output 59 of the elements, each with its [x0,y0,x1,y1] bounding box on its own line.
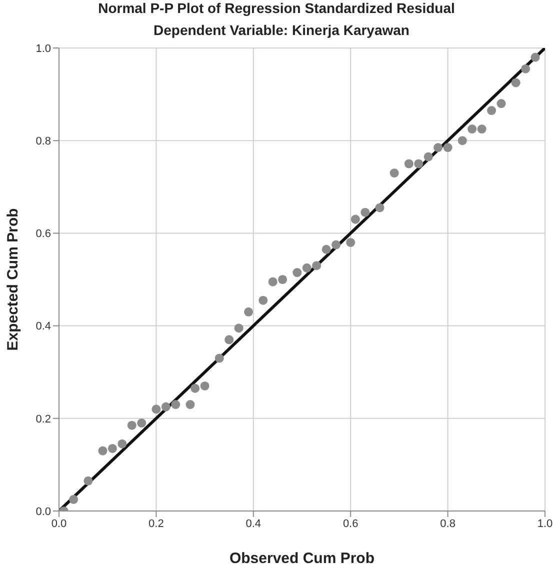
point [200,381,210,390]
point [186,400,195,410]
chart-subtitle: Dependent Variable: Kinerja Karyawan [152,22,410,40]
point [458,136,467,146]
point [312,261,322,270]
point [171,400,180,410]
chart-title: Normal P-P Plot of Regression Standardized Residual [97,0,456,18]
x-tick-label: 0.6 [342,518,358,530]
point [244,307,254,316]
y-tick-label: 0.2 [36,413,51,426]
point [322,244,331,254]
point [443,143,452,152]
point [434,143,443,152]
point [477,124,486,134]
point [161,402,170,412]
x-axis-title: Observed Cum Prob [229,550,375,567]
x-tick-label: 0.0 [51,518,67,530]
point [511,78,520,88]
y-tick-label: 0.4 [36,320,51,333]
point [487,106,496,116]
point [98,446,108,456]
y-tick-label: 0.6 [36,228,51,240]
point [118,439,127,448]
point [414,159,424,168]
point [84,476,93,486]
point [278,274,288,284]
point [137,418,146,428]
point [468,124,477,134]
y-tick-label: 0.0 [36,506,51,518]
point [332,240,341,250]
point [360,208,370,217]
point [152,404,161,414]
x-tick-label: 1.0 [537,518,553,530]
point [496,99,506,108]
x-tick-label: 0.2 [148,518,164,530]
point [302,263,312,272]
point [292,268,302,278]
point [258,296,268,305]
point [190,384,200,393]
point [521,64,530,74]
point [350,214,360,224]
x-tick-label: 0.4 [246,518,262,530]
point [424,152,433,162]
point [375,203,384,212]
point [234,324,244,333]
point [346,238,356,247]
point [390,168,399,178]
y-tick-label: 1.0 [36,42,51,55]
y-tick-label: 0.8 [36,136,51,148]
point [108,444,117,453]
x-tick-label: 0.8 [440,518,456,530]
point [268,277,278,286]
point [214,354,224,363]
point [224,335,234,344]
point [530,52,540,62]
point [404,159,414,168]
y-axis-title: Expected Cum Prob [4,208,22,351]
point [127,420,136,430]
point [69,494,78,504]
